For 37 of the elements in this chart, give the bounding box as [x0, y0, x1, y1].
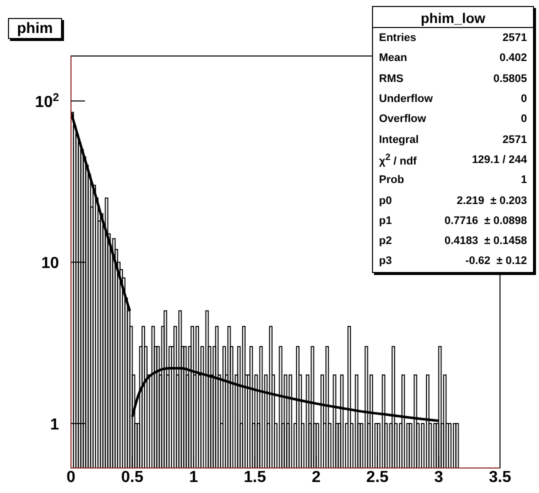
annotation: Integral	[379, 134, 419, 146]
text: 0	[520, 113, 527, 126]
x-tick-label: 0	[66, 469, 76, 486]
annotation: 0.402	[499, 52, 527, 64]
annotation: 0.7716 ± 0.0898	[444, 214, 527, 227]
annotation: Underflow	[379, 93, 433, 106]
annotation: p2	[379, 235, 392, 248]
text: 1	[520, 174, 527, 186]
x-tick-label: 3.5	[488, 469, 512, 486]
chart-title: phim	[8, 18, 62, 39]
x-tick-label: 1.5	[244, 469, 266, 486]
annotation: Prob	[379, 174, 404, 186]
y-tick-label: 10$^{2}$	[34, 92, 59, 111]
text: 2571	[502, 134, 527, 146]
annotation: 129.1 / 244	[472, 154, 527, 166]
text: phim_low	[373, 7, 533, 28]
x-tick-label: 2	[312, 469, 321, 486]
x-tick-label: 0.5	[121, 469, 144, 486]
x-tick-label: 3	[434, 469, 444, 486]
annotation: -0.62 ± 0.12	[465, 255, 527, 268]
annotation: 0.5805	[493, 72, 527, 85]
annotation: Mean	[379, 52, 408, 64]
annotation: 0.4183 ± 0.1458	[444, 235, 527, 248]
annotation: p0	[379, 194, 392, 207]
text: 0	[520, 93, 527, 106]
annotation: RMS	[379, 72, 404, 85]
x-tick-label: 1	[189, 469, 198, 486]
annotation: Overflow	[379, 113, 426, 126]
annotation: p1	[379, 214, 392, 227]
annotation: p3	[379, 255, 392, 268]
y-tick-label: 1	[50, 416, 60, 434]
text: Entries	[379, 32, 416, 44]
annotation: 2.219 ± 0.203	[456, 194, 527, 207]
text: 2571	[502, 32, 527, 44]
annotation: χ$^{2}$ / ndf	[379, 152, 417, 168]
x-tick-label: 2.5	[366, 469, 389, 486]
y-tick-label: 10	[41, 255, 60, 272]
